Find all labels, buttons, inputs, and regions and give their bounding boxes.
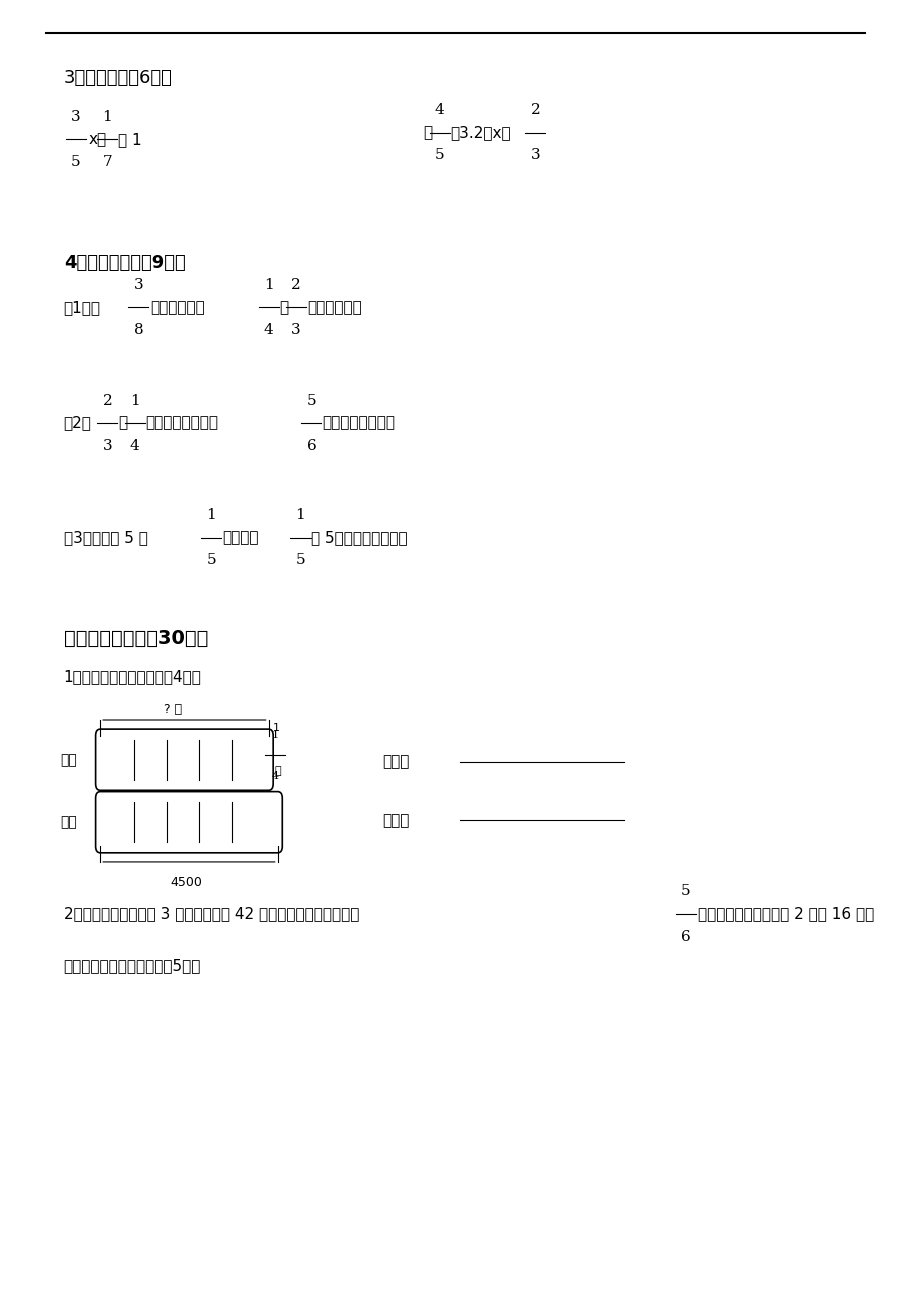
- Text: ，三班的人数比二班的 2 倍少 16 人，: ，三班的人数比二班的 2 倍少 16 人，: [697, 906, 873, 922]
- Text: x－: x－: [88, 132, 107, 147]
- Text: 5: 5: [295, 553, 305, 568]
- Text: 2、实验小学五年级有 3 个班，一班有 42 人，二班的人数是一班的: 2、实验小学五年级有 3 个班，一班有 42 人，二班的人数是一班的: [63, 906, 358, 922]
- Text: 五、解决问题。（30分）: 五、解决问题。（30分）: [63, 629, 208, 647]
- Text: ，差是多少？: ，差是多少？: [307, 299, 361, 315]
- Text: ＝ 1: ＝ 1: [119, 132, 142, 147]
- Text: 多: 多: [275, 766, 281, 776]
- Text: 的倒数里减去: 的倒数里减去: [150, 299, 205, 315]
- Text: 1: 1: [130, 393, 140, 408]
- Text: 3: 3: [290, 323, 301, 337]
- Text: 2: 2: [530, 103, 539, 117]
- Text: 4: 4: [130, 439, 140, 453]
- Text: 4: 4: [435, 103, 444, 117]
- Text: 5: 5: [435, 148, 444, 163]
- Text: 1、看图列式，不解答。（4分）: 1、看图列式，不解答。（4分）: [63, 669, 201, 685]
- Text: 5: 5: [71, 155, 80, 169]
- Text: （2）: （2）: [63, 415, 92, 431]
- Text: （: （: [423, 125, 432, 141]
- FancyBboxPatch shape: [96, 729, 273, 790]
- Text: 3、解方程。（6分）: 3、解方程。（6分）: [63, 69, 173, 87]
- Text: 8: 8: [133, 323, 143, 337]
- Text: ? 只: ? 只: [164, 703, 182, 716]
- Text: 1: 1: [273, 723, 280, 733]
- Text: 3: 3: [530, 148, 539, 163]
- Text: （3）甲数是 5 的: （3）甲数是 5 的: [63, 530, 147, 546]
- Text: 1: 1: [206, 508, 216, 522]
- Text: 是 5，两数相差多少？: 是 5，两数相差多少？: [312, 530, 408, 546]
- Text: 的: 的: [279, 299, 289, 315]
- Text: 4500: 4500: [171, 876, 202, 889]
- Text: 2: 2: [102, 393, 112, 408]
- Text: 5: 5: [680, 884, 690, 898]
- Text: 5: 5: [206, 553, 216, 568]
- Text: 公鸡: 公鸡: [61, 753, 77, 767]
- Text: 五年级共有学生多少人？（5分）: 五年级共有学生多少人？（5分）: [63, 958, 201, 974]
- Text: ＋3.2）x＝: ＋3.2）x＝: [450, 125, 511, 141]
- Text: 7: 7: [103, 155, 112, 169]
- Text: 3: 3: [71, 109, 80, 124]
- Text: 方程：: 方程：: [382, 812, 409, 828]
- Text: 4: 4: [271, 771, 278, 781]
- Text: 5: 5: [306, 393, 316, 408]
- Text: 3: 3: [103, 439, 112, 453]
- Text: （1）从: （1）从: [63, 299, 101, 315]
- Text: 1: 1: [264, 277, 273, 292]
- Text: 4: 4: [264, 323, 273, 337]
- Text: 1: 1: [295, 508, 305, 522]
- Text: 3: 3: [133, 277, 143, 292]
- Text: 1: 1: [271, 729, 278, 740]
- Text: 6: 6: [680, 930, 690, 944]
- Text: 的差等于一个数的: 的差等于一个数的: [145, 415, 219, 431]
- Text: 4、列式计算。（9分）: 4、列式计算。（9分）: [63, 254, 186, 272]
- Text: 6: 6: [306, 439, 316, 453]
- FancyBboxPatch shape: [96, 792, 282, 853]
- Text: 算式：: 算式：: [382, 754, 409, 769]
- Text: 1: 1: [102, 109, 112, 124]
- Text: 与: 与: [119, 415, 128, 431]
- Text: ，乙数的: ，乙数的: [222, 530, 258, 546]
- Text: 2: 2: [290, 277, 301, 292]
- Text: 母鸡: 母鸡: [61, 815, 77, 829]
- Text: ，这个数是多少？: ，这个数是多少？: [322, 415, 395, 431]
